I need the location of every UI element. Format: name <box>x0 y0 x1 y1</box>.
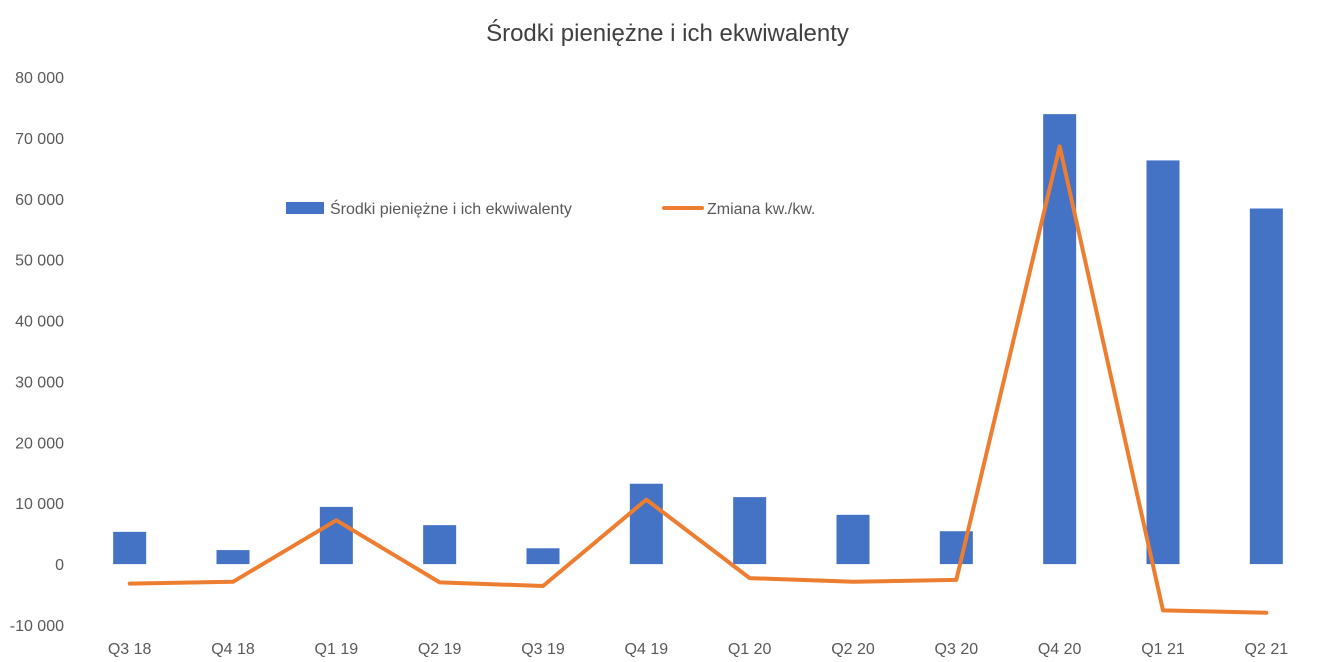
x-tick-label: Q1 20 <box>728 641 772 658</box>
y-tick-label: 70 000 <box>15 131 64 148</box>
x-tick-label: Q1 21 <box>1141 641 1185 658</box>
x-tick-label: Q4 18 <box>211 641 255 658</box>
x-tick-label: Q2 20 <box>831 641 875 658</box>
bar <box>113 531 147 565</box>
x-tick-label: Q3 20 <box>935 641 979 658</box>
bar <box>836 514 870 565</box>
legend-swatch-bar <box>286 202 324 214</box>
y-tick-label: 60 000 <box>15 192 64 209</box>
x-tick-label: Q1 19 <box>315 641 359 658</box>
legend-label-line: Zmiana kw./kw. <box>707 201 815 218</box>
y-tick-label: 40 000 <box>15 314 64 331</box>
chart-title: Środki pieniężne i ich ekwiwalenty <box>486 20 849 47</box>
bar <box>1146 160 1180 565</box>
y-tick-label: 20 000 <box>15 435 64 452</box>
legend-label-bar: Środki pieniężne i ich ekwiwalenty <box>330 199 572 218</box>
legend: Środki pieniężne i ich ekwiwalenty Zmiana… <box>286 199 815 218</box>
x-tick-label: Q2 19 <box>418 641 462 658</box>
y-axis-labels: -10 000 0 10 000 20 000 30 000 40 000 50 000 60… <box>10 70 64 635</box>
y-tick-label: 80 000 <box>15 70 64 87</box>
y-tick-label: -10 000 <box>10 618 64 635</box>
line-series-path <box>127 144 1269 615</box>
x-tick-label: Q3 18 <box>108 641 152 658</box>
y-tick-label: 10 000 <box>15 496 64 513</box>
bar <box>216 550 250 565</box>
bar <box>526 548 560 565</box>
y-tick-label: 0 <box>55 557 64 574</box>
y-tick-label: 50 000 <box>15 253 64 270</box>
bar <box>319 506 353 565</box>
x-tick-label: Q4 19 <box>625 641 669 658</box>
bar <box>1043 114 1077 565</box>
bar <box>1249 208 1283 565</box>
x-axis-labels: Q3 18 Q4 18 Q1 19 Q2 19 Q3 19 Q4 19 Q1 20 Q2 20… <box>108 641 1288 658</box>
bar-series <box>113 114 1283 565</box>
x-tick-label: Q4 20 <box>1038 641 1082 658</box>
bar <box>733 497 767 565</box>
x-tick-label: Q2 21 <box>1245 641 1289 658</box>
y-tick-label: 30 000 <box>15 374 64 391</box>
x-tick-label: Q3 19 <box>521 641 565 658</box>
bar <box>629 483 663 565</box>
bar <box>423 525 457 565</box>
